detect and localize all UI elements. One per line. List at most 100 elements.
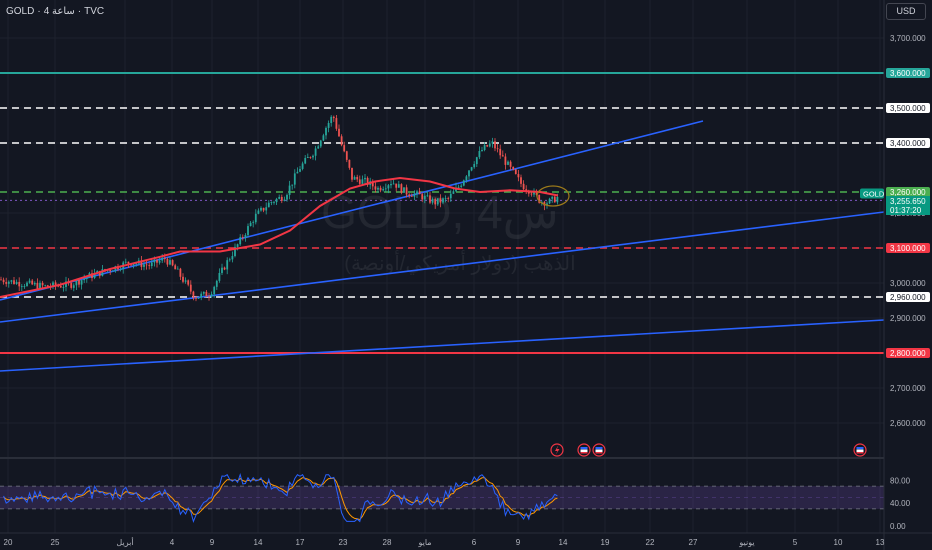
svg-text:GOLD: GOLD: [863, 190, 885, 199]
price-tick-label: 2,700.000: [890, 384, 926, 393]
candlestick-series: [0, 115, 559, 302]
candle-body: [462, 180, 465, 186]
time-tick-label: 10: [834, 538, 843, 547]
candle-body: [556, 196, 559, 203]
candle-body: [153, 259, 156, 263]
candle-body: [304, 157, 307, 164]
price-level-label: 3,500.000: [886, 103, 930, 113]
time-tick-label: يونيو: [738, 538, 754, 547]
candle-body: [262, 207, 265, 211]
event-markers[interactable]: [550, 443, 867, 457]
candle-body: [65, 281, 67, 287]
flag-event-icon[interactable]: [592, 443, 606, 457]
candle-body: [226, 260, 229, 270]
candle-body: [551, 196, 554, 199]
candle-body: [98, 270, 101, 276]
separator: ·: [77, 6, 82, 17]
candle-body: [148, 265, 151, 267]
candle-body: [444, 198, 447, 199]
candle-body: [33, 282, 36, 285]
time-tick-label: أبريل: [116, 537, 133, 547]
time-tick-label: 9: [210, 538, 215, 547]
currency-button[interactable]: USD: [886, 3, 926, 20]
candle-body: [275, 198, 278, 203]
candle-body: [543, 201, 546, 206]
candle-body: [195, 297, 197, 299]
time-tick-label: 22: [646, 538, 655, 547]
candle-body: [75, 280, 78, 286]
flag-event-icon[interactable]: [577, 443, 591, 457]
candle-body: [293, 173, 296, 185]
candle-body: [54, 282, 57, 286]
candle-body: [535, 191, 538, 196]
candle-body: [36, 282, 39, 289]
candle-body: [257, 210, 260, 214]
candle-body: [59, 285, 62, 288]
candle-body: [379, 187, 382, 191]
candle-body: [496, 148, 499, 150]
candle-body: [548, 198, 551, 204]
candle-body: [39, 282, 41, 289]
symbol-header[interactable]: GOLD · 4 ساعة · TVC: [6, 6, 107, 17]
candle-body: [101, 269, 104, 276]
candle-body: [460, 185, 463, 187]
candle-body: [356, 176, 359, 180]
candle-body: [270, 202, 273, 203]
exchange-label: TVC: [84, 6, 105, 17]
candle-body: [291, 184, 294, 186]
candle-body: [80, 280, 83, 285]
candle-body: [486, 145, 489, 147]
candle-body: [78, 280, 80, 285]
rsi-axis[interactable]: 80.00 40.00 0.00: [890, 476, 911, 531]
highlight-ellipse[interactable]: [536, 185, 570, 207]
candle-body: [135, 263, 138, 265]
candle-body: [234, 246, 236, 257]
svg-text:3,400.000: 3,400.000: [890, 139, 926, 148]
price-level-label: 3,100.000: [886, 243, 930, 253]
candle-body: [179, 268, 182, 277]
candle-body: [533, 191, 535, 195]
candle-body: [241, 237, 244, 238]
candle-body: [202, 291, 205, 294]
candle-body: [239, 237, 242, 245]
price-tick-label: 2,900.000: [890, 314, 926, 323]
candle-body: [57, 285, 60, 287]
time-tick-label: 9: [516, 538, 521, 547]
candle-body: [231, 256, 234, 260]
candle-body: [2, 279, 5, 283]
candle-body: [0, 279, 2, 281]
lightning-event-icon[interactable]: [550, 443, 564, 457]
trend-line[interactable]: [0, 319, 885, 372]
price-level-label: 2,800.000: [886, 348, 930, 358]
candle-body: [371, 181, 374, 187]
candle-body: [169, 260, 171, 265]
candle-body: [416, 191, 418, 194]
trend-line[interactable]: [0, 120, 704, 301]
candle-body: [491, 141, 494, 144]
candle-body: [278, 196, 281, 199]
candle-body: [553, 196, 556, 203]
time-tick-label: 5: [793, 538, 798, 547]
trend-lines[interactable]: [0, 120, 885, 372]
candle-body: [442, 198, 444, 203]
candle-body: [468, 170, 470, 177]
candle-body: [403, 187, 405, 193]
time-axis[interactable]: 20 25 أبريل 4 9 14 17 23 28 مايو 6 9 14 19 22 27 يونيو 5 1…: [4, 537, 885, 547]
svg-text:2,960.000: 2,960.000: [890, 293, 926, 302]
time-tick-label: 13: [876, 538, 885, 547]
rsi-band: [0, 486, 884, 509]
candle-body: [436, 198, 439, 205]
candle-body: [296, 171, 299, 174]
candle-body: [18, 281, 21, 287]
candle-body: [156, 259, 158, 263]
candle-body: [205, 291, 208, 297]
candle-body: [338, 128, 340, 137]
flag-event-icon[interactable]: [853, 443, 867, 457]
candle-body: [353, 176, 356, 180]
horizontal-levels[interactable]: [0, 72, 884, 354]
trend-line[interactable]: [0, 211, 885, 323]
candle-body: [390, 184, 392, 186]
